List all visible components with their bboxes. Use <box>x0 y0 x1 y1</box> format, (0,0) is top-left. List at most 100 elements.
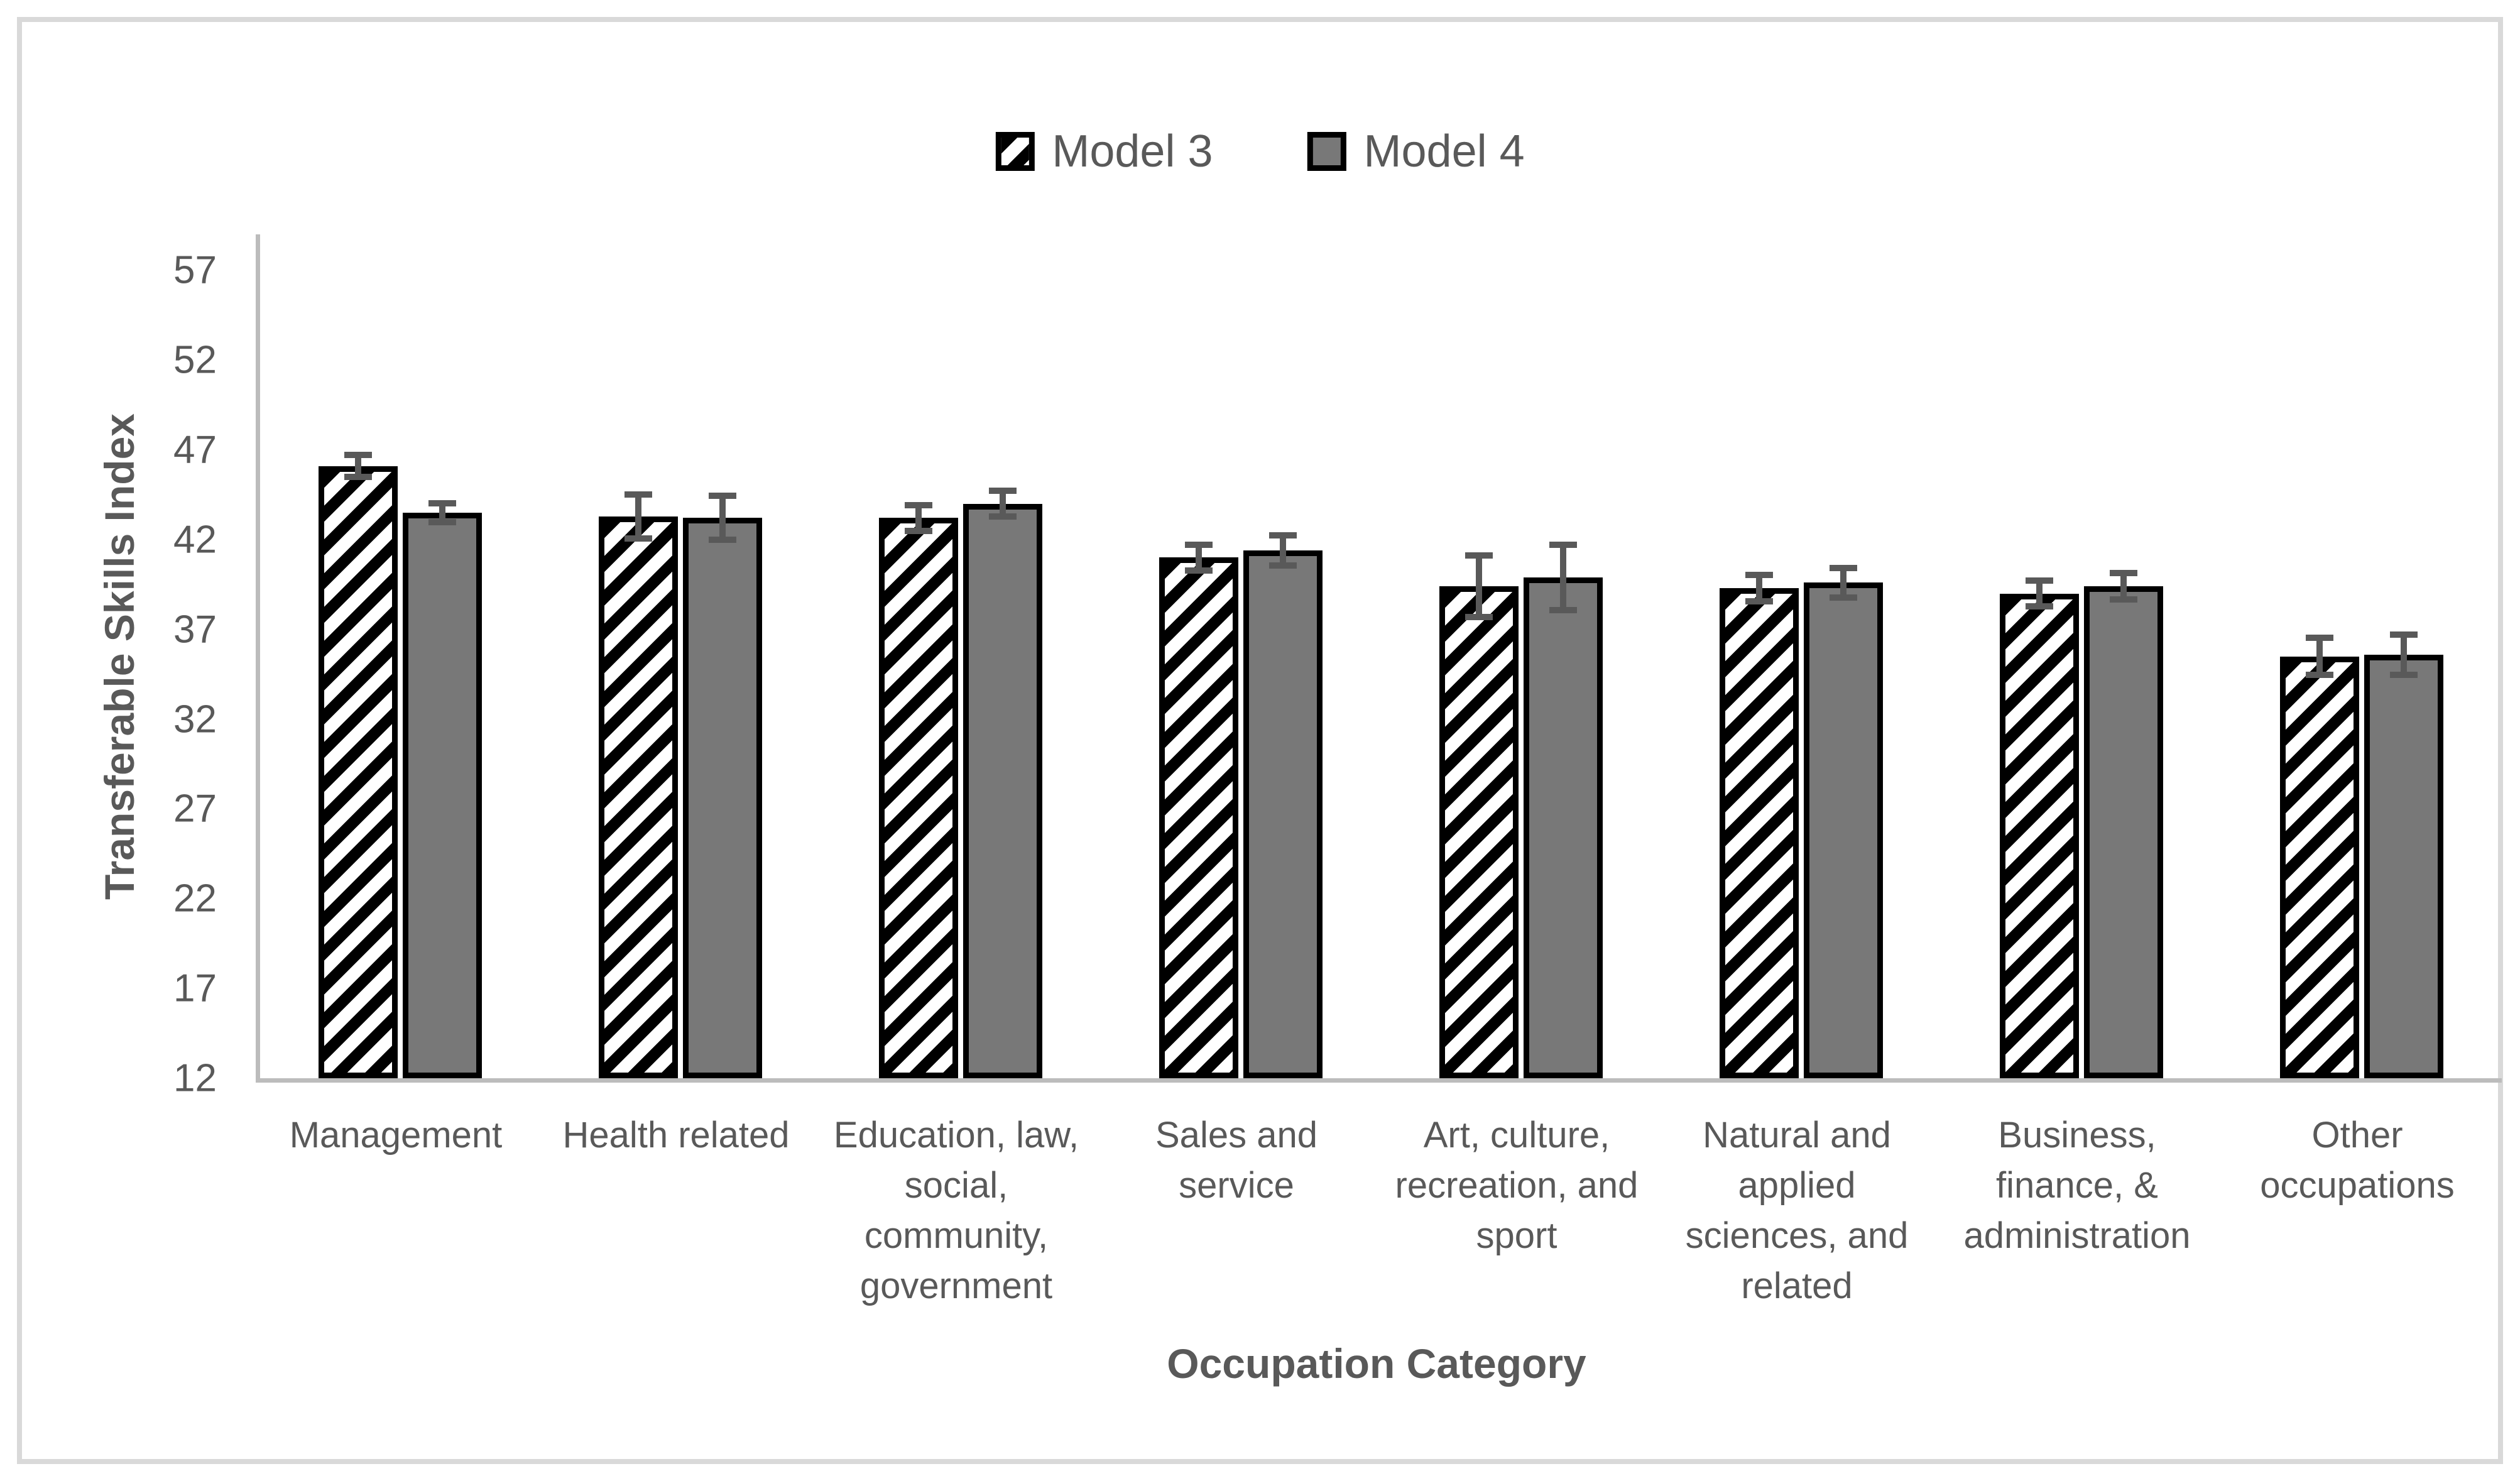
error-bar <box>1745 572 1773 604</box>
error-bar-stem <box>1000 487 1006 520</box>
x-category-label: Business, finance, & administration <box>1963 1115 2191 1256</box>
error-bar <box>2306 635 2333 678</box>
error-bar-stem <box>1756 572 1762 604</box>
error-bar-top-cap <box>1465 552 1493 559</box>
y-tick-label: 27 <box>173 787 217 831</box>
error-bar-bottom-cap <box>989 513 1017 520</box>
x-axis-title: Occupation Category <box>1167 1340 1586 1387</box>
category-column <box>1661 234 1941 1078</box>
x-category-label: Art, culture, recreation, and sport <box>1395 1115 1639 1256</box>
error-bar-top-cap <box>625 491 652 498</box>
error-bar <box>2110 570 2137 603</box>
error-bar-stem <box>2401 631 2407 678</box>
error-bar <box>2390 631 2418 678</box>
x-category-label: Education, law, social, community, gover… <box>833 1115 1079 1306</box>
model-4-bar-6 <box>1804 582 1883 1078</box>
bar-pair <box>2000 234 2163 1078</box>
model-4-bar-3 <box>963 503 1042 1078</box>
error-bar-bottom-cap <box>1830 594 1857 601</box>
bar-pair <box>1720 234 1883 1078</box>
error-bar-top-cap <box>2026 577 2053 584</box>
x-category-label: Sales and service <box>1155 1115 1317 1206</box>
category-column <box>1101 234 1381 1078</box>
error-bar-bottom-cap <box>1465 614 1493 621</box>
legend-label: Model 3 <box>1052 126 1213 177</box>
error-bar-stem <box>2036 577 2043 610</box>
bar-columns <box>260 234 2502 1078</box>
error-bar-stem <box>719 493 726 544</box>
error-bar <box>989 487 1017 520</box>
error-bar-stem <box>2316 635 2323 678</box>
error-bar-top-cap <box>2390 631 2418 638</box>
error-bar-stem <box>915 501 922 535</box>
model-3-bar-7 <box>2000 593 2079 1078</box>
error-bar-top-cap <box>989 487 1017 494</box>
legend-item-model-4: Model 4 <box>1307 126 1525 177</box>
error-bar <box>1465 552 1493 621</box>
error-bar-stem <box>1560 541 1566 613</box>
y-tick-label: 42 <box>173 518 217 562</box>
error-bar <box>1185 541 1213 574</box>
error-bar <box>625 491 652 542</box>
model-4-bar-5 <box>1524 577 1603 1078</box>
error-bar-bottom-cap <box>1269 562 1297 569</box>
error-bar-bottom-cap <box>428 518 456 525</box>
plot-area <box>256 234 2502 1083</box>
bar-pair <box>1159 234 1323 1078</box>
y-tick-label: 52 <box>173 338 217 382</box>
y-tick-label: 32 <box>173 697 217 741</box>
error-bar-bottom-cap <box>905 528 932 535</box>
y-tick-label: 12 <box>173 1056 217 1100</box>
y-axis-tick-labels: 57 52 47 42 37 32 27 22 17 12 <box>0 234 217 1100</box>
error-bar-bottom-cap <box>2026 603 2053 610</box>
error-bar-top-cap <box>428 500 456 506</box>
error-bar-top-cap <box>2306 635 2333 642</box>
category-column <box>821 234 1101 1078</box>
error-bar <box>1549 541 1577 613</box>
error-bar-top-cap <box>1745 572 1773 579</box>
error-bar-bottom-cap <box>1185 567 1213 574</box>
model-4-bar-4 <box>1243 550 1323 1078</box>
error-bar-stem <box>1476 552 1482 621</box>
hatched-swatch-icon <box>995 132 1035 171</box>
error-bar <box>2026 577 2053 610</box>
error-bar-stem <box>355 451 361 481</box>
error-bar-stem <box>1280 532 1286 569</box>
bar-pair <box>599 234 762 1078</box>
error-bar-stem <box>439 500 445 525</box>
y-tick-label: 17 <box>173 966 217 1010</box>
model-3-bar-5 <box>1439 586 1519 1078</box>
error-bar-bottom-cap <box>2306 671 2333 678</box>
error-bar <box>1830 564 1857 601</box>
x-category-label: Natural and applied sciences, and relate… <box>1685 1115 1909 1306</box>
model-3-bar-3 <box>879 518 958 1078</box>
error-bar-stem <box>635 491 641 542</box>
model-3-bar-6 <box>1720 587 1799 1078</box>
error-bar-top-cap <box>1269 532 1297 539</box>
model-3-bar-2 <box>599 516 678 1078</box>
error-bar-top-cap <box>905 501 932 508</box>
error-bar-bottom-cap <box>1549 606 1577 613</box>
category-column <box>260 234 540 1078</box>
x-category-label: Management <box>289 1115 503 1156</box>
error-bar-top-cap <box>709 493 736 500</box>
error-bar-top-cap <box>1830 564 1857 571</box>
y-tick-label: 47 <box>173 428 217 472</box>
error-bar-stem <box>2120 570 2127 603</box>
error-bar-bottom-cap <box>344 474 372 481</box>
y-tick-label: 22 <box>173 877 217 921</box>
x-category-label: Other occupations <box>2260 1115 2455 1206</box>
error-bar <box>344 451 372 481</box>
category-column <box>540 234 821 1078</box>
model-3-bar-1 <box>319 466 398 1078</box>
model-4-bar-1 <box>403 512 482 1078</box>
error-bar-top-cap <box>1185 541 1213 548</box>
error-bar-bottom-cap <box>625 535 652 542</box>
bar-pair <box>319 234 482 1078</box>
bar-pair <box>2280 234 2443 1078</box>
model-3-bar-4 <box>1159 557 1238 1078</box>
bar-pair <box>1439 234 1603 1078</box>
error-bar-bottom-cap <box>2390 671 2418 678</box>
legend-label: Model 4 <box>1363 126 1525 177</box>
error-bar-bottom-cap <box>2110 596 2137 603</box>
